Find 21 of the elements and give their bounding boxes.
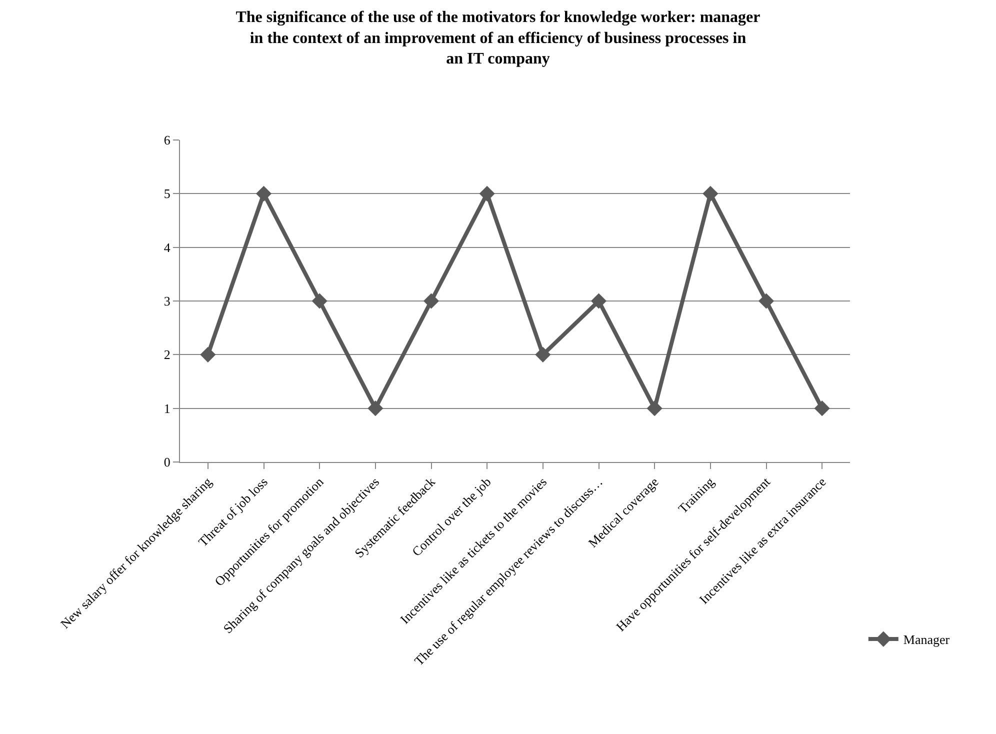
y-tick-label: 5 bbox=[164, 186, 170, 202]
point bbox=[423, 293, 440, 309]
y-tick-label: 2 bbox=[164, 347, 170, 362]
point bbox=[200, 346, 216, 362]
point bbox=[646, 400, 662, 416]
point bbox=[702, 186, 718, 202]
point bbox=[312, 293, 328, 309]
y-tick-label: 1 bbox=[164, 400, 170, 416]
chart-title: The significance of the use of the motivators for knowledge worker: manager in the context of an improvement of an efficiency of business processes in an IT company bbox=[236, 9, 760, 68]
y-tick-label: 0 bbox=[164, 454, 170, 470]
point bbox=[256, 186, 272, 202]
point bbox=[758, 293, 774, 309]
point bbox=[590, 293, 607, 309]
legend-label: Manager bbox=[903, 632, 950, 648]
point bbox=[368, 400, 384, 416]
point bbox=[479, 186, 495, 202]
y-tick-label: 6 bbox=[164, 132, 171, 148]
y-tick-label: 3 bbox=[164, 294, 170, 309]
point bbox=[535, 346, 551, 362]
y-tick-label: 4 bbox=[164, 240, 171, 255]
point bbox=[814, 400, 830, 416]
